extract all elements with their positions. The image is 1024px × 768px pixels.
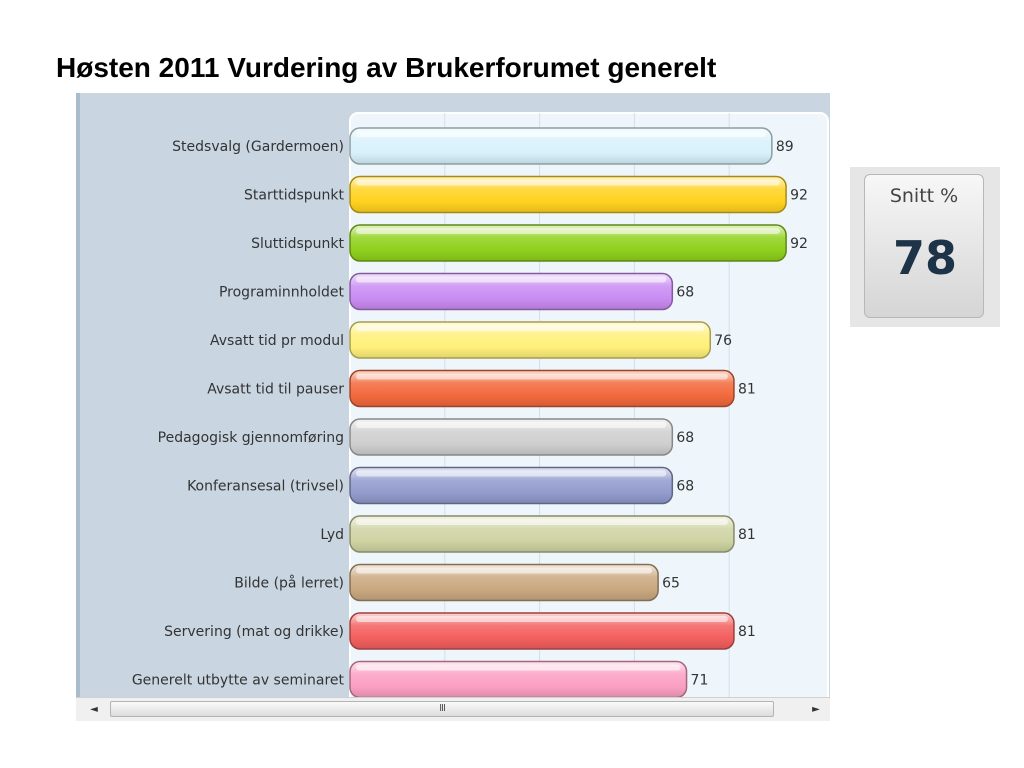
category-label: Pedagogisk gjennomføring: [158, 430, 344, 446]
bar-highlight: [356, 567, 653, 574]
bar-highlight: [356, 276, 667, 283]
scroll-grip-icon: III: [439, 703, 446, 714]
category-label: Bilde (på lerret): [234, 575, 344, 592]
bar-highlight: [356, 470, 667, 477]
value-label: 92: [790, 236, 808, 252]
kpi-value: 78: [893, 231, 958, 285]
value-label: 68: [676, 285, 694, 301]
bar-highlight: [356, 228, 781, 234]
bar-highlight: [356, 373, 728, 380]
kpi-label: Snitt %: [889, 185, 959, 207]
scroll-left-arrow-icon[interactable]: ◄: [90, 704, 98, 715]
value-label: 68: [676, 430, 694, 446]
category-label: Programinnholdet: [219, 285, 345, 301]
category-label: Starttidspunkt: [244, 188, 345, 204]
bar-highlight: [356, 664, 681, 671]
bar-highlight: [356, 325, 705, 331]
value-label: 81: [738, 382, 756, 398]
bar-highlight: [356, 131, 766, 137]
bar-highlight: [356, 519, 728, 525]
value-label: 81: [738, 624, 756, 640]
scroll-thumb[interactable]: III: [110, 701, 774, 717]
kpi-card: Snitt % 78: [864, 174, 984, 318]
category-label: Sluttidspunkt: [251, 236, 344, 252]
kpi-box: Snitt % 78: [850, 167, 1000, 327]
category-label: Stedsvalg (Gardermoen): [172, 139, 344, 155]
page-title: Høsten 2011 Vurdering av Brukerforumet g…: [56, 52, 717, 83]
category-label: Avsatt tid pr modul: [210, 333, 344, 349]
category-label: Lyd: [320, 527, 344, 543]
value-label: 65: [662, 576, 680, 592]
category-label: Servering (mat og drikke): [164, 624, 344, 640]
bar-highlight: [356, 179, 781, 186]
horizontal-scrollbar[interactable]: ◄ III ►: [76, 697, 830, 721]
bar-highlight: [356, 422, 667, 428]
value-label: 76: [714, 333, 732, 349]
value-label: 89: [776, 139, 794, 155]
value-label: 68: [676, 479, 694, 495]
value-label: 71: [691, 673, 709, 689]
bar-highlight: [356, 616, 728, 622]
category-label: Konferansesal (trivsel): [187, 479, 344, 495]
value-label: 81: [738, 527, 756, 543]
value-label: 92: [790, 188, 808, 204]
chart-panel: Stedsvalg (Gardermoen) 89 Starttidspunkt 92…: [76, 93, 830, 697]
bar-chart: Stedsvalg (Gardermoen) 89 Starttidspunkt 92…: [132, 112, 829, 697]
category-label: Generelt utbytte av seminaret: [132, 673, 345, 689]
category-label: Avsatt tid til pauser: [207, 382, 344, 398]
scroll-right-arrow-icon[interactable]: ►: [812, 704, 820, 715]
